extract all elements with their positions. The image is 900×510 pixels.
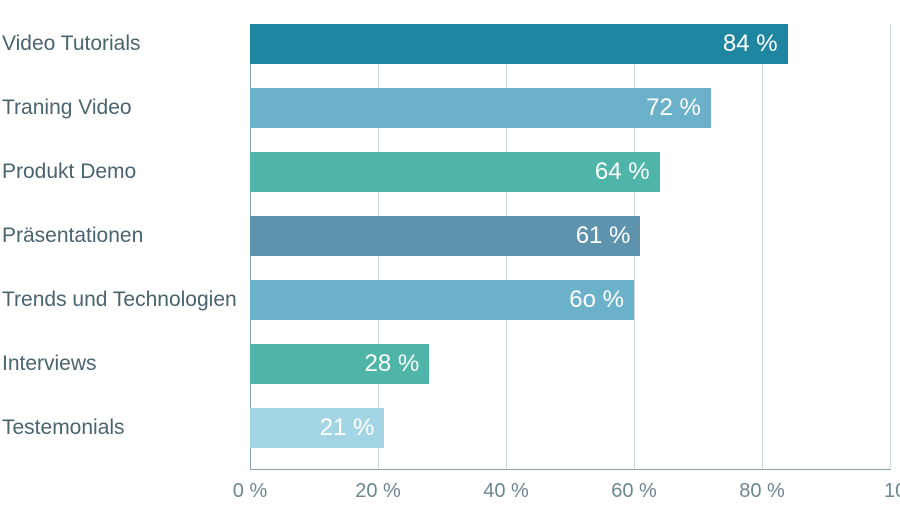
bar-row: 21 % [250,408,890,448]
x-tick-label: 20 % [355,480,401,503]
x-axis-line [250,469,890,470]
category-label: Traning Video [2,96,132,120]
x-tick-label: 0 % [233,480,267,503]
bar-row: 28 % [250,344,890,384]
bar-value-label: 6o % [569,286,624,314]
bar-value-label: 28 % [364,350,419,378]
bar: 21 % [250,408,384,448]
bar: 28 % [250,344,429,384]
bar-row: 61 % [250,216,890,256]
bar-chart: Video Tutorials Traning Video Produkt De… [0,0,900,510]
x-tick-label: 10 [884,480,900,503]
bar-row: 84 % [250,24,890,64]
bar-row: 72 % [250,88,890,128]
category-label: Interviews [2,352,97,376]
bar-value-label: 64 % [595,158,650,186]
bar: 6o % [250,280,634,320]
gridline [890,24,891,470]
bar: 64 % [250,152,660,192]
plot-area: 84 % 72 % 64 % 61 % 6o % 28 % [250,24,890,470]
bar: 72 % [250,88,711,128]
category-label: Trends und Technologien [2,288,237,312]
bar-value-label: 21 % [320,414,375,442]
category-label: Produkt Demo [2,160,136,184]
category-label: Video Tutorials [2,32,141,56]
bar: 61 % [250,216,640,256]
x-tick-label: 60 % [611,480,657,503]
bar-value-label: 61 % [576,222,631,250]
bar: 84 % [250,24,788,64]
bar-value-label: 84 % [723,30,778,58]
category-label: Testemonials [2,416,125,440]
bar-row: 6o % [250,280,890,320]
x-tick-label: 80 % [739,480,785,503]
bar-row: 64 % [250,152,890,192]
x-tick-label: 40 % [483,480,529,503]
bar-value-label: 72 % [646,94,701,122]
category-label: Präsentationen [2,224,143,248]
